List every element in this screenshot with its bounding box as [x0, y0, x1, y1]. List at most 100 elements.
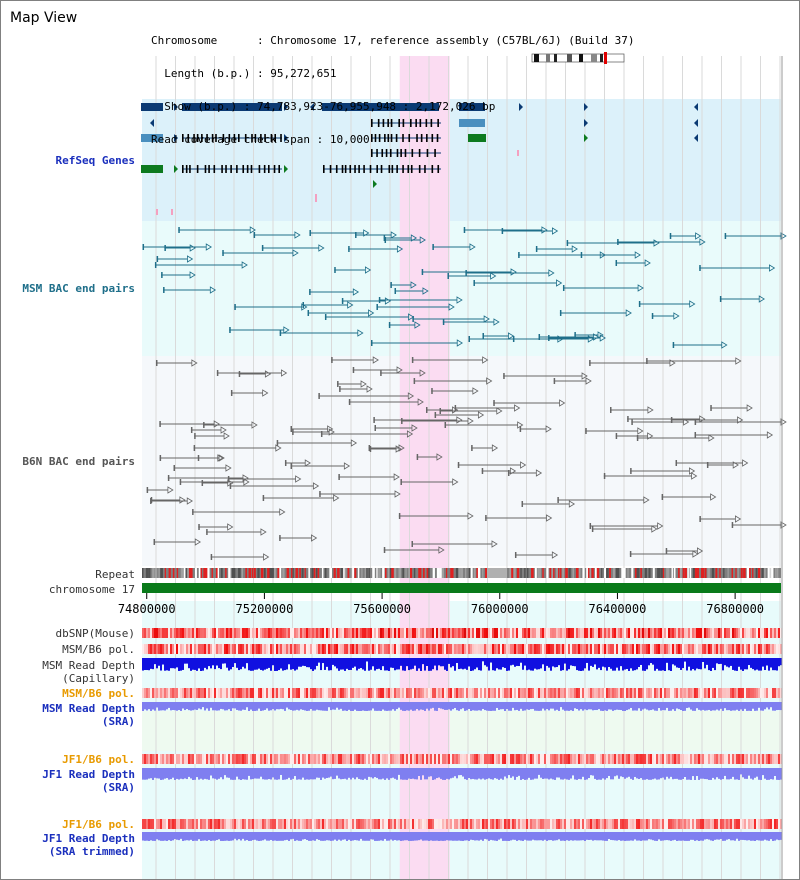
jf1-depth-sra-bar — [390, 768, 392, 779]
msm-bac-pair-end — [390, 282, 392, 288]
msm-depth-capillary-bar — [202, 658, 204, 671]
msm-b6-pol-heatbar-2-cell — [474, 688, 476, 698]
dbsnp-heatbar-cell — [350, 628, 352, 638]
msm-depth-sra-bar — [694, 702, 696, 711]
ideogram-band — [546, 54, 550, 62]
msm-depth-capillary-bar — [570, 658, 572, 666]
jf1-b6-pol-heatbar-1-cell — [162, 754, 164, 764]
msm-depth-capillary-bar — [554, 658, 556, 668]
dbsnp-heatbar-cell — [352, 628, 354, 638]
jf1-b6-pol-heatbar-2-cell — [780, 819, 782, 829]
msm-depth-sra-bar — [558, 702, 560, 711]
msm-depth-sra-bar — [326, 702, 328, 711]
ideogram-body — [531, 53, 625, 63]
msm-b6-pol-heatbar-1-cell — [368, 644, 370, 654]
track-label-msm-b6-pol-2[interactable]: MSM/B6 pol. — [62, 687, 135, 700]
b6n-bac-pair-end — [591, 526, 594, 532]
track-label-refseq-genes[interactable]: RefSeq Genes — [55, 154, 135, 167]
gene-exon — [425, 119, 428, 127]
track-label-msm-depth-sra[interactable]: MSM Read Depth — [42, 702, 135, 715]
msm-depth-sra-bar — [726, 702, 728, 711]
jf1-b6-pol-heatbar-2-cell — [386, 819, 388, 829]
gene-exon — [378, 134, 381, 142]
b6n-bac-pair-end — [589, 523, 592, 529]
jf1-depth-trimmed-bar — [254, 832, 256, 840]
gene-exon — [396, 165, 398, 173]
track-label-jf1-b6-pol-1[interactable]: JF1/B6 pol. — [62, 753, 135, 766]
msm-depth-capillary-bar — [686, 658, 688, 671]
gene-block — [459, 103, 485, 111]
track-label-jf1-depth-sra[interactable]: JF1 Read Depth — [42, 768, 135, 781]
jf1-depth-sra-bar — [768, 768, 770, 780]
jf1-depth-trimmed-bar — [508, 832, 510, 841]
track-label-msm-depth-sra-sub[interactable]: (SRA) — [101, 715, 135, 728]
jf1-b6-pol-heatbar-1-cell — [198, 754, 200, 764]
jf1-depth-trimmed-bar — [780, 832, 782, 840]
jf1-b6-pol-heatbar-2-cell — [212, 819, 214, 829]
track-label-b6n-bac[interactable]: B6N BAC end pairs — [22, 455, 135, 468]
jf1-depth-trimmed-bar — [250, 832, 252, 841]
repeat-element — [727, 568, 729, 578]
jf1-b6-pol-heatbar-2-cell — [710, 819, 712, 829]
dbsnp-heatbar-cell — [158, 628, 160, 638]
msm-bac-pair-end-arrow — [483, 315, 490, 323]
jf1-depth-trimmed-bar — [274, 832, 276, 841]
msm-b6-pol-heatbar-1-cell — [680, 644, 682, 654]
msm-depth-sra-bar — [566, 702, 568, 711]
jf1-b6-pol-heatbar-2-cell — [552, 819, 554, 829]
b6n-bac-pair-end-arrow — [223, 432, 230, 440]
gene-exon — [430, 119, 433, 127]
jf1-b6-pol-heatbar-2-cell — [696, 819, 698, 829]
msm-b6-pol-heatbar-1-cell — [744, 644, 746, 654]
msm-depth-sra-bar — [714, 702, 716, 711]
track-label-jf1-b6-pol-2[interactable]: JF1/B6 pol. — [62, 818, 135, 831]
msm-depth-capillary-bar — [438, 658, 440, 666]
msm-b6-pol-heatbar-1-cell — [380, 644, 382, 654]
msm-depth-sra-bar — [188, 702, 190, 711]
jf1-depth-trimmed-bar — [706, 832, 708, 840]
msm-depth-capillary-bar — [778, 658, 780, 667]
dbsnp-heatbar-cell — [282, 628, 284, 638]
jf1-depth-trimmed-bar — [314, 832, 316, 841]
msm-depth-sra-bar — [654, 702, 656, 711]
b6n-bac-pair-end — [434, 412, 437, 418]
jf1-b6-pol-heatbar-2-cell — [284, 819, 286, 829]
msm-b6-pol-heatbar-2-cell — [722, 688, 724, 698]
msm-b6-pol-heatbar-1-cell — [546, 644, 548, 654]
jf1-depth-sra-bar — [440, 768, 442, 779]
msm-depth-sra-bar — [402, 702, 404, 711]
jf1-depth-sra-bar — [442, 768, 444, 780]
msm-b6-pol-heatbar-1-cell — [620, 644, 622, 654]
msm-b6-pol-heatbar-2-cell — [700, 688, 702, 698]
jf1-depth-sra-bar — [328, 768, 330, 778]
track-label-jf1-depth-trimmed[interactable]: JF1 Read Depth — [42, 832, 135, 845]
jf1-depth-sra-bar — [176, 768, 178, 779]
jf1-depth-trimmed-bar — [422, 832, 424, 841]
msm-bac-pair-end — [473, 280, 475, 286]
msm-b6-pol-heatbar-1-cell — [194, 644, 196, 654]
track-label-jf1-depth-trimmed-sub[interactable]: (SRA trimmed) — [48, 845, 135, 858]
jf1-depth-trimmed-bar — [724, 832, 726, 841]
jf1-depth-trimmed-bar — [498, 832, 500, 840]
msm-bac-pair-end-arrow — [469, 243, 476, 251]
msm-b6-pol-heatbar-2-cell — [416, 688, 418, 698]
msm-b6-pol-heatbar-2-cell — [734, 688, 736, 698]
jf1-b6-pol-heatbar-1-cell — [424, 754, 426, 764]
dbsnp-heatbar-cell — [316, 628, 318, 638]
b6n-bac-pair-end — [675, 460, 678, 466]
msm-depth-capillary-bar — [346, 658, 348, 669]
repeat-element — [352, 568, 355, 578]
dbsnp-heatbar-cell — [238, 628, 240, 638]
track-label-msm-bac[interactable]: MSM BAC end pairs — [22, 282, 135, 295]
jf1-depth-trimmed-bar — [418, 832, 420, 841]
jf1-b6-pol-heatbar-2-cell — [752, 819, 754, 829]
jf1-depth-sra-bar — [748, 768, 750, 776]
track-label-jf1-depth-sra-sub[interactable]: (SRA) — [101, 781, 135, 794]
gene-exon — [341, 165, 344, 173]
msm-b6-pol-heatbar-2-cell — [690, 688, 692, 698]
msm-depth-sra-bar — [338, 702, 340, 710]
msm-bac-pair-end-arrow — [283, 326, 290, 334]
jf1-b6-pol-heatbar-2-cell — [602, 819, 604, 829]
msm-depth-sra-bar — [564, 702, 566, 711]
